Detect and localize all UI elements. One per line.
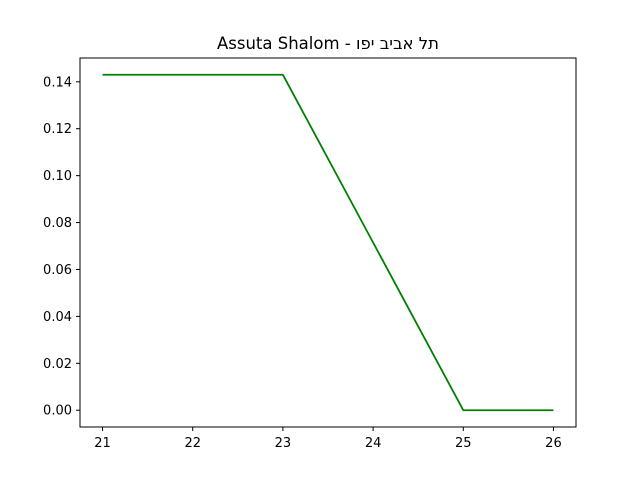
y-tick-label: 0.08 bbox=[43, 216, 72, 231]
series-line bbox=[102, 73, 554, 412]
y-tick-label: 0.04 bbox=[43, 310, 72, 325]
chart-title: Assuta Shalom - תל אביב יפו bbox=[217, 34, 439, 53]
y-tick-label: 0.00 bbox=[43, 404, 72, 419]
x-tick-label: 26 bbox=[545, 436, 562, 451]
y-axis-ticks: 0.00 0.02 0.04 0.06 0.08 0.10 0.12 0.14 bbox=[43, 75, 80, 419]
x-tick-label: 22 bbox=[184, 436, 201, 451]
x-tick-label: 21 bbox=[94, 436, 111, 451]
y-tick-label: 0.02 bbox=[43, 357, 72, 372]
x-tick-label: 25 bbox=[455, 436, 472, 451]
y-tick-label: 0.12 bbox=[43, 122, 72, 137]
series-layer bbox=[102, 73, 554, 412]
y-tick-label: 0.14 bbox=[43, 75, 72, 90]
y-tick-label: 0.06 bbox=[43, 263, 72, 278]
y-tick-label: 0.10 bbox=[43, 169, 72, 184]
x-axis-ticks: 21 22 23 24 25 26 bbox=[94, 427, 562, 451]
plot-area-frame bbox=[79, 57, 577, 428]
x-tick-label: 23 bbox=[275, 436, 292, 451]
x-tick-label: 24 bbox=[365, 436, 382, 451]
